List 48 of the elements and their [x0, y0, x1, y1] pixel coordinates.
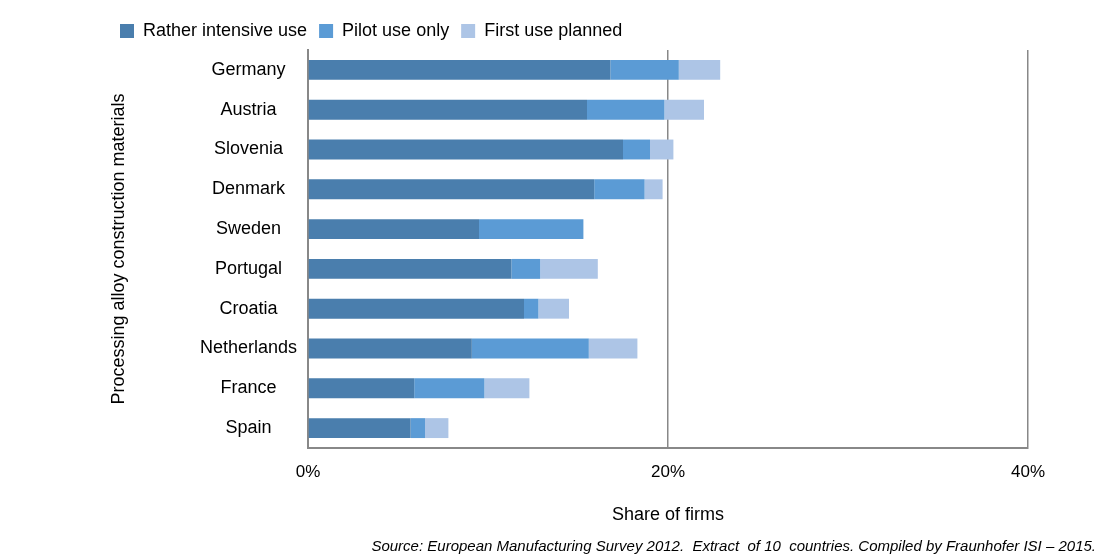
- bar: [308, 99, 587, 120]
- y-tick-label: France: [220, 377, 277, 398]
- bar: [308, 258, 512, 279]
- y-tick-label: Austria: [220, 98, 278, 119]
- bar: [644, 179, 663, 200]
- bar: [308, 378, 415, 399]
- x-tick-label: 0%: [295, 461, 321, 481]
- y-tick-label: Denmark: [211, 178, 286, 199]
- bar: [524, 298, 539, 319]
- legend-label: First use planned: [484, 19, 623, 40]
- bar: [587, 99, 665, 120]
- bar: [308, 59, 611, 80]
- y-tick-label: Slovenia: [213, 138, 284, 159]
- y-tick-label: Croatia: [219, 297, 279, 318]
- bar: [308, 139, 623, 160]
- x-axis-title: Share of firms: [611, 504, 725, 525]
- bar: [664, 99, 704, 120]
- source-note: Source: European Manufacturing Survey 2012. Extract of 10 countries. Compiled by Fraunhofer ISI – 2015.: [371, 537, 1096, 554]
- bar: [623, 139, 650, 160]
- bar: [414, 378, 485, 399]
- y-tick-label: Spain: [225, 417, 272, 438]
- bar: [610, 59, 679, 80]
- bar: [479, 219, 584, 240]
- bar: [511, 258, 541, 279]
- y-tick-label: Sweden: [215, 218, 281, 239]
- bar: [538, 298, 569, 319]
- x-tick-label: 40%: [1010, 461, 1046, 481]
- bar: [308, 219, 479, 240]
- bar: [308, 179, 595, 200]
- y-tick-label: Netherlands: [199, 337, 297, 358]
- bar: [678, 59, 721, 80]
- y-tick-label: Portugal: [214, 257, 282, 278]
- bar: [588, 338, 638, 359]
- bar: [484, 378, 530, 399]
- bar: [308, 338, 472, 359]
- bar: [650, 139, 674, 160]
- y-axis-title: Processing alloy construction materials: [107, 93, 128, 405]
- bar: [308, 298, 524, 319]
- legend-label: Pilot use only: [342, 19, 450, 40]
- bar: [471, 338, 589, 359]
- legend-label: Rather intensive use: [143, 19, 308, 40]
- bar: [540, 258, 598, 279]
- y-tick-label: Germany: [211, 58, 286, 79]
- bar: [308, 418, 411, 439]
- bar: [410, 418, 425, 439]
- bar: [425, 418, 449, 439]
- x-tick-label: 20%: [650, 461, 686, 481]
- bar: [594, 179, 645, 200]
